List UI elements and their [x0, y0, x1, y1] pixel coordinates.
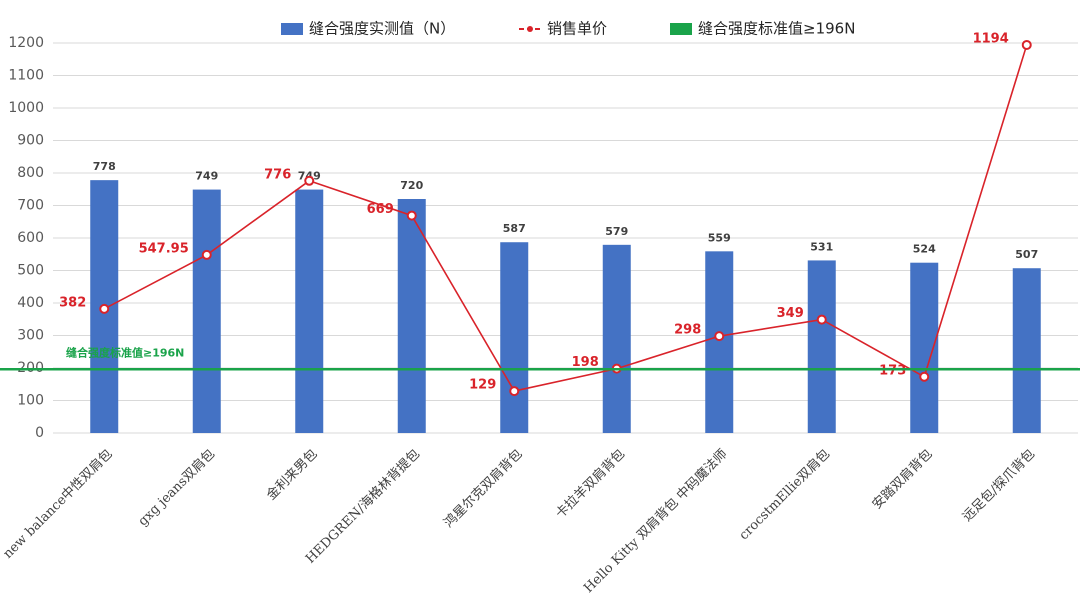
- x-tick-label: new balance中性双肩包: [0, 446, 116, 562]
- bar-value-label: 778: [93, 160, 116, 173]
- y-tick-label: 800: [17, 165, 44, 181]
- y-tick-label: 100: [17, 393, 44, 409]
- bar: [500, 242, 529, 433]
- y-tick-label: 0: [35, 425, 44, 441]
- line-value-label: 198: [572, 355, 599, 370]
- line-value-label: 173: [879, 363, 906, 378]
- line-marker: [201, 249, 212, 260]
- bar: [192, 189, 221, 433]
- y-tick-label: 200: [17, 360, 44, 376]
- bar-value-label: 524: [913, 243, 936, 256]
- y-tick-label: 1200: [8, 35, 44, 51]
- line-value-label: 547.95: [139, 241, 189, 256]
- bar-value-label: 749: [195, 170, 218, 183]
- legend-label: 缝合强度标准值≥196N: [698, 20, 855, 38]
- x-tick-label: gxg jeans双肩包: [135, 446, 218, 529]
- legend-label: 缝合强度实测值（N）: [309, 20, 455, 38]
- line-value-label: 349: [777, 306, 804, 321]
- line-marker: [1021, 39, 1032, 50]
- bar-value-label: 587: [503, 222, 526, 235]
- y-tick-label: 1000: [8, 100, 44, 116]
- bar-value-label: 579: [605, 225, 628, 238]
- x-tick-label: 远足包/探爪背包: [960, 447, 1038, 525]
- y-tick-label: 300: [17, 328, 44, 344]
- legend-swatch: [527, 26, 533, 32]
- bar: [295, 189, 324, 433]
- x-tick-label: crocstmEllie双肩包: [736, 446, 833, 543]
- line-marker: [714, 331, 725, 342]
- y-tick-label: 600: [17, 230, 44, 246]
- line-value-label: 669: [367, 202, 394, 217]
- bar: [397, 199, 426, 433]
- x-tick-label: HEDGREN/海格林背提包: [302, 446, 423, 567]
- bar-value-label: 559: [708, 231, 731, 244]
- legend-swatch: [670, 23, 692, 35]
- line-value-label: 382: [59, 295, 86, 310]
- y-tick-label: 500: [17, 263, 44, 279]
- line-marker: [816, 314, 827, 325]
- line: [103, 44, 1028, 392]
- reference-label: 缝合强度标准值≥196N: [66, 345, 184, 359]
- line-marker: [304, 175, 315, 186]
- bar: [1012, 268, 1041, 433]
- bar: [807, 260, 836, 433]
- line-marker: [406, 210, 417, 221]
- x-tick-label: 金利来男包: [263, 446, 320, 503]
- bar: [705, 251, 734, 433]
- line-marker: [509, 386, 520, 397]
- bar: [602, 244, 631, 433]
- y-tick-label: 700: [17, 198, 44, 214]
- legend-swatch: [281, 23, 303, 35]
- y-tick-label: 900: [17, 133, 44, 149]
- line-value-label: 298: [674, 323, 701, 338]
- line-value-label: 129: [469, 378, 496, 393]
- bar-value-label: 531: [810, 240, 833, 253]
- bar-value-label: 507: [1015, 248, 1038, 261]
- x-tick-label: 卡拉羊双肩背包: [552, 446, 628, 522]
- legend-label: 销售单价: [547, 20, 607, 38]
- y-tick-label: 400: [17, 295, 44, 311]
- line-value-label: 1194: [973, 31, 1009, 46]
- line-marker: [919, 371, 930, 382]
- y-tick-label: 1100: [8, 68, 44, 84]
- line-marker: [99, 303, 110, 314]
- x-tick-label: 鸿星尔克双肩背包: [441, 446, 526, 531]
- bar-value-label: 720: [400, 179, 423, 192]
- bar: [910, 262, 939, 433]
- line-value-label: 776: [264, 167, 291, 182]
- x-tick-label: 安踏双肩背包: [869, 446, 935, 512]
